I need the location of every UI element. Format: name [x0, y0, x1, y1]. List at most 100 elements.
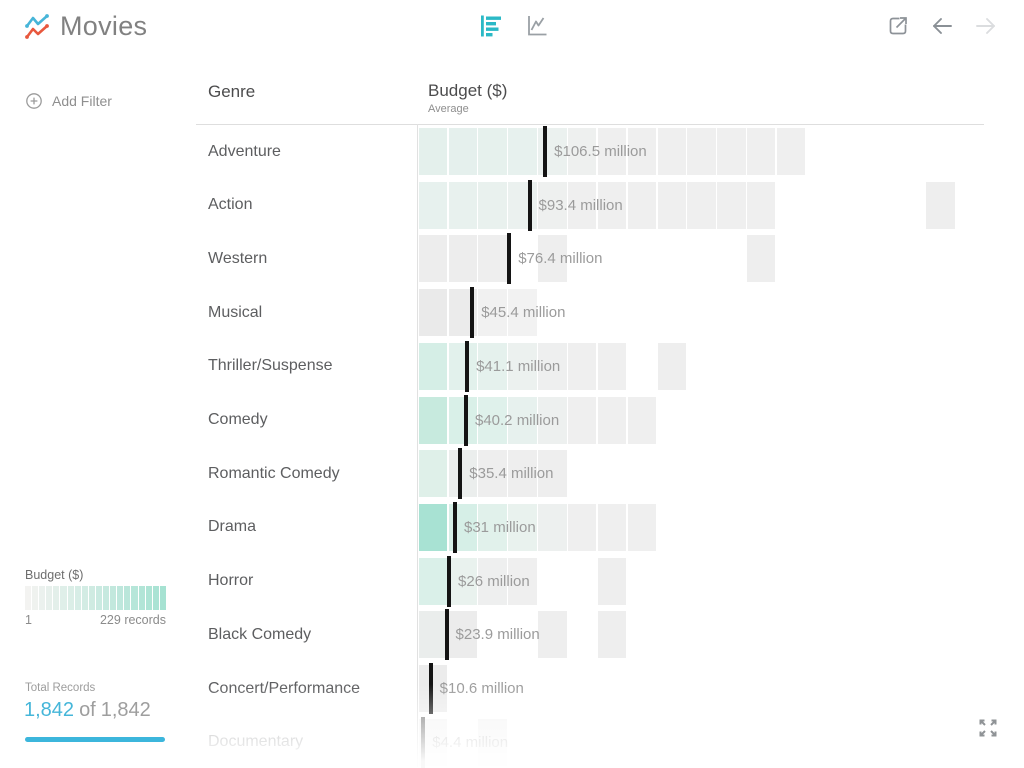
histogram-cell[interactable]	[747, 128, 776, 175]
histogram-cell[interactable]	[448, 557, 477, 605]
histogram-cell[interactable]	[448, 128, 477, 175]
genre-label: Action	[208, 196, 253, 214]
histogram-cell[interactable]	[538, 611, 567, 659]
histogram-cell[interactable]	[418, 503, 448, 551]
histogram-cell[interactable]	[418, 235, 448, 283]
genre-label: Thriller/Suspense	[208, 357, 333, 375]
histogram-cell[interactable]	[418, 289, 448, 337]
forward-button-disabled[interactable]	[972, 12, 1000, 40]
histogram-cell[interactable]	[627, 128, 657, 175]
average-marker-line	[527, 179, 532, 231]
histogram-cell[interactable]	[508, 450, 537, 498]
histogram-cell[interactable]	[597, 396, 627, 444]
legend-segment	[81, 586, 88, 610]
chart-row: Thriller/Suspense $41.1 million	[0, 340, 1024, 392]
histogram-cell[interactable]	[538, 450, 567, 498]
bar-chart-view-button[interactable]	[478, 13, 504, 39]
total-records-label: Total Records	[25, 682, 96, 694]
histogram-cell[interactable]	[418, 181, 448, 229]
histogram-cell[interactable]	[418, 557, 448, 605]
histogram-cell[interactable]	[478, 289, 507, 337]
histogram-cell[interactable]	[627, 396, 657, 444]
histogram-cell[interactable]	[508, 181, 537, 229]
average-marker-line	[463, 394, 468, 446]
genre-label: Adventure	[208, 142, 281, 160]
back-button[interactable]	[928, 12, 956, 40]
histogram-cell[interactable]	[567, 503, 597, 551]
histogram-cell[interactable]	[448, 396, 477, 444]
histogram-cell[interactable]	[687, 181, 716, 229]
legend-segment	[95, 586, 103, 610]
histogram-cell[interactable]	[597, 342, 627, 390]
histogram-cell[interactable]	[567, 396, 597, 444]
histogram-cell[interactable]	[448, 181, 477, 229]
histogram-cell[interactable]	[538, 342, 567, 390]
expand-icon	[979, 719, 997, 737]
histogram-cell[interactable]	[657, 342, 686, 390]
histogram-cell[interactable]	[418, 450, 448, 498]
histogram-cell[interactable]	[538, 128, 567, 175]
legend-segment	[39, 586, 46, 610]
legend-segment	[103, 586, 110, 610]
legend-min-label: 1	[25, 613, 32, 627]
average-value-label: $93.4 million	[538, 196, 623, 214]
histogram-cell[interactable]	[597, 611, 627, 659]
histogram-cell[interactable]	[597, 128, 627, 175]
histogram-cell[interactable]	[597, 557, 627, 605]
histogram-cell[interactable]	[538, 235, 567, 283]
histogram-cell[interactable]	[448, 450, 477, 498]
legend-segment	[117, 586, 124, 610]
histogram-cell[interactable]	[597, 181, 627, 229]
histogram-cell[interactable]	[538, 181, 567, 229]
legend-segment	[53, 586, 60, 610]
histogram-cell[interactable]	[478, 450, 507, 498]
histogram-cell[interactable]	[508, 342, 537, 390]
expand-fullscreen-button[interactable]	[974, 714, 1002, 742]
legend-segment	[124, 586, 131, 610]
histogram-cell[interactable]	[627, 503, 657, 551]
histogram-cell[interactable]	[687, 128, 716, 175]
histogram-cell[interactable]	[597, 503, 627, 551]
histogram-cell[interactable]	[508, 128, 537, 175]
export-button[interactable]	[884, 12, 912, 40]
histogram-cell[interactable]	[747, 235, 776, 283]
histogram-cell[interactable]	[448, 342, 477, 390]
histogram-cell[interactable]	[478, 503, 507, 551]
genre-label: Romantic Comedy	[208, 464, 340, 482]
legend-segment	[88, 586, 95, 610]
histogram-cell[interactable]	[508, 289, 537, 337]
histogram-cell[interactable]	[657, 181, 686, 229]
histogram-cell[interactable]	[418, 128, 448, 175]
histogram-cell[interactable]	[627, 181, 657, 229]
histogram-cell[interactable]	[418, 342, 448, 390]
line-chart-view-button[interactable]	[524, 13, 550, 39]
histogram-cell[interactable]	[448, 611, 477, 659]
histogram-cell[interactable]	[776, 128, 806, 175]
histogram-cell[interactable]	[538, 396, 567, 444]
histogram-cell[interactable]	[478, 396, 507, 444]
histogram-cell[interactable]	[926, 181, 955, 229]
histogram-cell[interactable]	[747, 181, 776, 229]
histogram-cell[interactable]	[478, 181, 507, 229]
histogram-cell[interactable]	[478, 557, 507, 605]
add-filter-button[interactable]: Add Filter	[25, 92, 112, 110]
histogram-cell[interactable]	[657, 128, 686, 175]
histogram-cell[interactable]	[418, 611, 448, 659]
histogram-cell[interactable]	[717, 181, 746, 229]
plus-circle-icon	[26, 93, 42, 109]
histogram-cell[interactable]	[448, 235, 477, 283]
column-header-genre: Genre	[208, 82, 256, 101]
histogram-cell[interactable]	[538, 503, 567, 551]
open-in-new-icon	[889, 17, 907, 35]
histogram-cell[interactable]	[717, 128, 746, 175]
histogram-cell[interactable]	[508, 396, 537, 444]
histogram-cell[interactable]	[567, 181, 597, 229]
histogram-cell[interactable]	[478, 342, 507, 390]
histogram-cell[interactable]	[418, 396, 448, 444]
histogram-cell[interactable]	[567, 128, 597, 175]
histogram-cell[interactable]	[567, 342, 597, 390]
histogram-cell[interactable]	[508, 503, 537, 551]
histogram-cell[interactable]	[478, 128, 507, 175]
histogram-cell[interactable]	[508, 557, 537, 605]
histogram-cell[interactable]	[478, 235, 507, 283]
